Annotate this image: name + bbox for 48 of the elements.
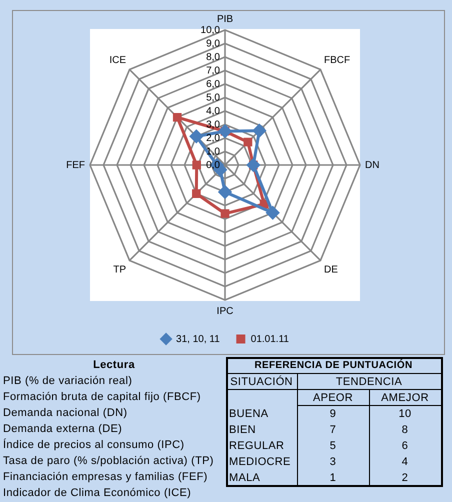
text: Demanda externa (DE) bbox=[3, 422, 122, 437]
text: Lectura bbox=[92, 358, 136, 373]
y-tick-label: 6,0 bbox=[206, 78, 220, 90]
spoke-label: DE bbox=[324, 264, 338, 276]
text: BIEN bbox=[229, 423, 256, 438]
text: Formación bruta de capital fijo (FBCF) bbox=[3, 390, 201, 405]
text: PIB (% de variación real) bbox=[3, 374, 132, 389]
text: Índice de precios al consumo (IPC) bbox=[3, 438, 184, 453]
y-tick-label: 5,0 bbox=[206, 92, 220, 104]
y-tick-label: 8,0 bbox=[206, 52, 220, 63]
y-tick-label: 4,0 bbox=[206, 106, 220, 117]
spoke-label: DN bbox=[365, 160, 380, 171]
text: APEOR bbox=[312, 391, 354, 406]
text: Tasa de paro (% s/población activa) (TP) bbox=[3, 454, 214, 469]
text: Demanda nacional (DN) bbox=[3, 406, 128, 421]
spoke-label: PIB bbox=[216, 14, 234, 25]
text: 4 bbox=[400, 455, 410, 470]
y-tick-label: 2,0 bbox=[206, 132, 220, 144]
y-tick-label: 10,0 bbox=[200, 24, 220, 36]
text: 10 bbox=[398, 407, 412, 422]
text: MALA bbox=[229, 471, 260, 486]
text: 8 bbox=[400, 423, 410, 438]
text: MEDIOCRE bbox=[229, 455, 291, 470]
legend-label: 01.01.11 bbox=[250, 334, 290, 345]
text: SITUACIÓN bbox=[229, 374, 294, 390]
text: BUENA bbox=[229, 407, 268, 422]
text: 7 bbox=[328, 423, 338, 438]
text: 1 bbox=[328, 471, 338, 486]
text: Financiación empresas y familias (FEF) bbox=[3, 470, 208, 485]
y-tick-label: 7,0 bbox=[206, 65, 220, 76]
text: REGULAR bbox=[229, 439, 284, 454]
y-tick-label: 0,0 bbox=[206, 160, 220, 171]
spoke-label: FBCF bbox=[324, 54, 350, 66]
legend-label: 31, 10, 11 bbox=[176, 334, 220, 345]
spoke-label: FEF bbox=[66, 160, 85, 171]
text: AMEJOR bbox=[380, 391, 430, 406]
spoke-label: ICE bbox=[109, 54, 126, 66]
text: 9 bbox=[328, 407, 338, 422]
text: Indicador de Clima Económico (ICE) bbox=[3, 486, 192, 501]
text: 6 bbox=[400, 439, 410, 454]
text: 5 bbox=[328, 439, 338, 454]
spoke-label: IPC bbox=[216, 306, 234, 317]
text: TENDENCIA bbox=[334, 375, 404, 390]
text: 3 bbox=[328, 455, 338, 470]
text: REFERENCIA DE PUNTUACIÓN bbox=[254, 358, 414, 373]
text: 2 bbox=[400, 471, 410, 486]
spoke-label: TP bbox=[113, 264, 126, 276]
y-tick-label: 9,0 bbox=[206, 38, 220, 50]
